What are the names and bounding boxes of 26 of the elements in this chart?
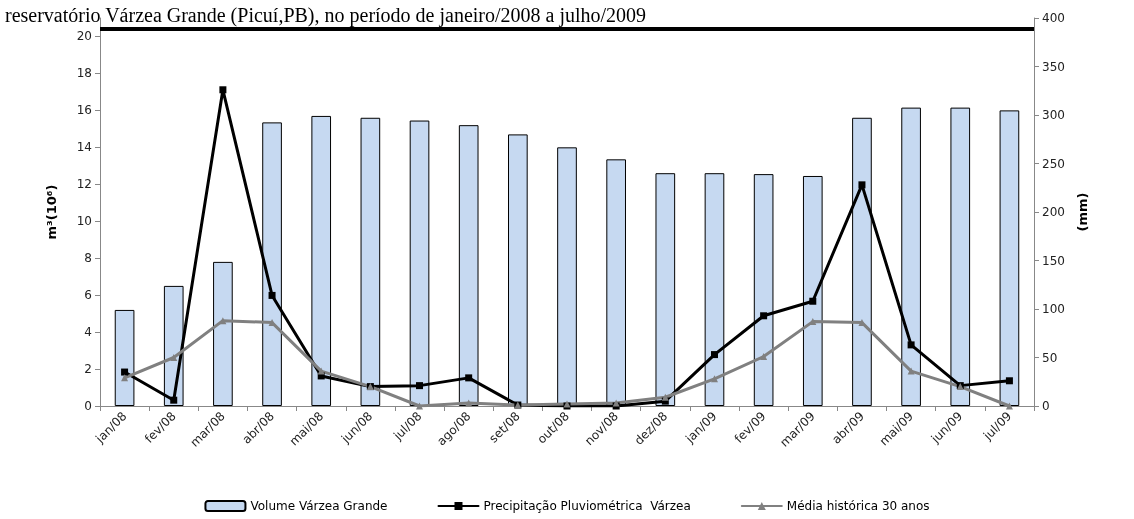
y-tick-label: 18 xyxy=(76,66,92,81)
y2-tick-label: 100 xyxy=(1042,302,1065,316)
legend-label: Volume Várzea Grande xyxy=(250,499,388,513)
y-tick-label: 4 xyxy=(84,325,92,340)
legend-label: Média histórica 30 anos xyxy=(786,499,930,513)
y-tick-label: 10 xyxy=(76,214,92,229)
y2-tick-label: 300 xyxy=(1042,108,1065,122)
y2-tick-label: 350 xyxy=(1042,59,1065,74)
y-tick-label: 8 xyxy=(84,251,92,266)
y2-tick-label: 50 xyxy=(1042,350,1058,365)
y-tick-label: 12 xyxy=(76,177,92,192)
y2-tick-label: 250 xyxy=(1042,156,1065,171)
y-tick-label: 16 xyxy=(76,103,92,118)
y2-tick-label: 150 xyxy=(1042,253,1065,268)
y2-tick-label: 200 xyxy=(1042,205,1065,219)
y2-axis-title: (mm) xyxy=(1075,192,1090,232)
y2-tick-label: 400 xyxy=(1042,11,1065,25)
y-tick-label: 20 xyxy=(76,29,92,44)
y-axis-title: m³(10⁶) xyxy=(44,184,59,240)
y-tick-label: 2 xyxy=(84,362,92,377)
y-tick-label: 0 xyxy=(84,399,92,413)
legend-label: Precipitação Pluviométrica Várzea xyxy=(483,499,691,513)
y-tick-label: 14 xyxy=(76,140,92,155)
y2-tick-label: 0 xyxy=(1042,399,1050,413)
chart-title: reservatório Várzea Grande (Picuí,PB), no período de janeiro/2008 a julho/2009 xyxy=(5,4,647,27)
y-tick-label: 6 xyxy=(84,288,92,303)
